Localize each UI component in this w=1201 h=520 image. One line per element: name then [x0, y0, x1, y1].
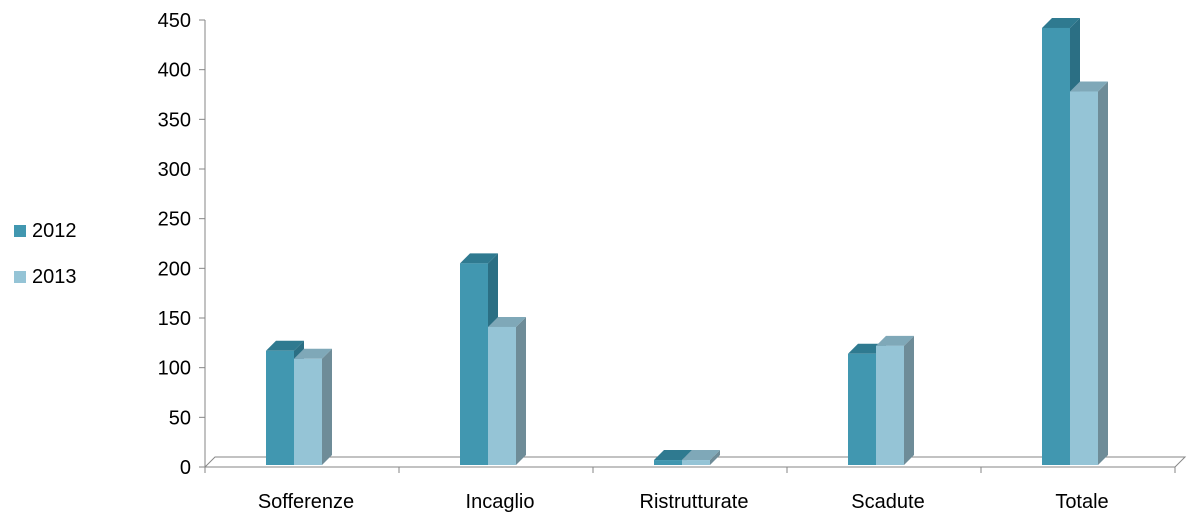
x-category-label: Incaglio — [466, 491, 535, 513]
bar-side — [710, 450, 720, 465]
bar-front — [654, 460, 682, 465]
axes — [199, 19, 1187, 473]
bar-front — [266, 350, 294, 465]
bar-side — [322, 348, 332, 465]
bar-top — [682, 450, 720, 461]
bar-side — [516, 316, 526, 465]
bar-incaglio-2013 — [488, 316, 526, 465]
bar-front — [1042, 27, 1070, 466]
y-tick-label: 200 — [158, 258, 191, 280]
bar-front — [848, 353, 876, 465]
legend-label: 2013 — [32, 266, 77, 288]
y-tick-label: 0 — [180, 457, 191, 479]
y-tick-label: 450 — [158, 10, 191, 32]
legend-swatch — [14, 225, 26, 237]
bar-top — [1070, 81, 1108, 92]
bar-top — [654, 450, 692, 461]
bar-top — [460, 253, 498, 264]
bar-top — [266, 340, 304, 351]
y-tick-label: 300 — [158, 159, 191, 181]
y-tick-label: 350 — [158, 109, 191, 131]
bar-sofferenze-2013 — [294, 348, 332, 465]
legend-item-2013: 2013 — [14, 266, 77, 288]
bar-top — [876, 335, 914, 346]
bar-front — [876, 345, 904, 465]
labels: 0 50 100 150 200 250 300 350 400 450 Sofferenze Inc… — [158, 10, 1109, 513]
bar-side — [1098, 81, 1108, 466]
bar-front — [460, 263, 488, 465]
legend-label: 2012 — [32, 220, 77, 242]
y-tick-label: 250 — [158, 209, 191, 231]
y-tick-label: 150 — [158, 308, 191, 330]
bar-front — [1070, 91, 1098, 466]
bar-front — [488, 326, 516, 465]
x-category-label: Scadute — [851, 491, 924, 513]
bar-top — [1042, 17, 1080, 28]
y-tick-label: 100 — [158, 358, 191, 380]
bar-front — [682, 460, 710, 465]
y-tick-label: 400 — [158, 60, 191, 82]
bar-scadute-2013 — [876, 335, 914, 465]
x-axis-floor — [203, 456, 1187, 468]
bar-top — [488, 316, 526, 327]
bar-front — [294, 358, 322, 465]
bar-totale-2013 — [1070, 81, 1108, 466]
bars — [266, 17, 1108, 466]
legend: 2012 2013 — [14, 220, 77, 288]
bar-side — [904, 335, 914, 465]
bar-top — [294, 348, 332, 359]
x-category-label: Ristrutturate — [640, 491, 749, 513]
x-category-label: Totale — [1055, 491, 1108, 513]
y-tick-label: 50 — [169, 407, 191, 429]
x-category-label: Sofferenze — [258, 491, 354, 513]
legend-item-2012: 2012 — [14, 220, 77, 242]
legend-swatch — [14, 271, 26, 283]
bar-ristrutturate-2013 — [682, 450, 720, 465]
